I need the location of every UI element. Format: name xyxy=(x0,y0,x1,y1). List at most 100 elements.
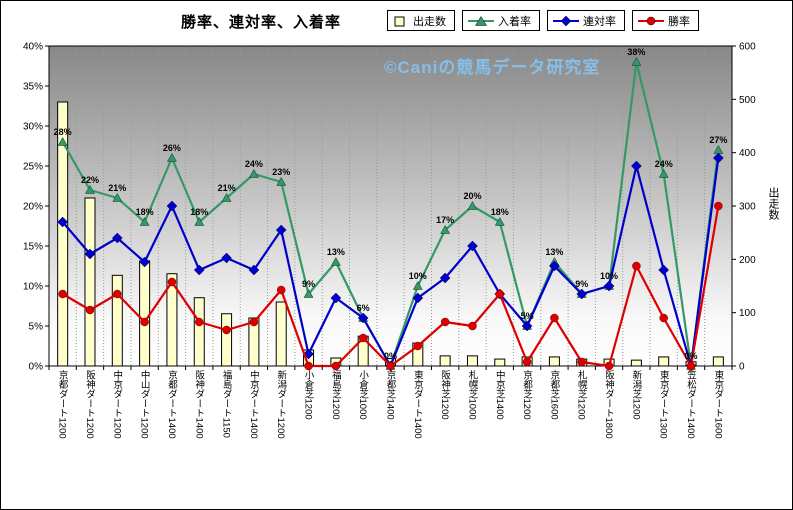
triangle-marker xyxy=(467,200,478,210)
left-tick-label: 40% xyxy=(23,42,43,53)
x-axis-label: 阪神芝1200 xyxy=(439,370,451,420)
x-axis-label: 阪神ダート1200 xyxy=(83,370,95,439)
x-axis-label: 京都芝1400 xyxy=(384,370,396,420)
triangle-marker xyxy=(194,216,205,226)
x-axis-label: 京都ダート1400 xyxy=(165,370,177,439)
circle-marker xyxy=(195,317,204,327)
circle-marker xyxy=(249,317,259,327)
legend: 出走数 入着率 連対率 勝率 xyxy=(387,10,699,31)
left-tick-label: 10% xyxy=(23,282,43,293)
triangle-marker xyxy=(330,256,341,266)
circle-marker xyxy=(632,261,641,271)
left-tick-label: 5% xyxy=(29,322,44,333)
x-axis-label: 京都ダート1200 xyxy=(56,370,68,439)
diamond-marker xyxy=(139,256,150,268)
x-axis-label: 札幌芝1000 xyxy=(466,370,478,420)
triangle-marker xyxy=(221,192,232,202)
circle-marker xyxy=(413,341,423,351)
x-axis-label: 中京ダート1200 xyxy=(111,370,123,439)
watermark: ©Caniの競馬データ研究室 xyxy=(384,58,601,77)
diamond-marker xyxy=(193,264,205,276)
diamond-legend-icon xyxy=(553,15,579,26)
point-label: 18% xyxy=(491,207,509,217)
left-tick-label: 20% xyxy=(23,202,43,213)
point-label: 23% xyxy=(272,167,290,177)
circle-marker xyxy=(646,16,656,25)
diamond-marker xyxy=(658,264,670,276)
right-tick-label: 100 xyxy=(739,308,756,319)
point-label: 13% xyxy=(327,247,345,257)
diamond-marker xyxy=(221,252,232,264)
legend-label-quinella-rate: 連対率 xyxy=(583,15,616,28)
point-label: 18% xyxy=(136,207,154,217)
diamond-marker xyxy=(330,292,342,304)
diamond-marker xyxy=(603,280,615,292)
circle-marker xyxy=(58,289,67,299)
circle-marker xyxy=(140,317,149,327)
legend-item-win-rate: 勝率 xyxy=(632,10,699,31)
circle-marker xyxy=(440,317,450,327)
triangle-marker xyxy=(494,216,505,226)
diamond-marker xyxy=(111,232,123,244)
x-axis-label: 新潟芝1200 xyxy=(630,370,642,420)
x-axis-label: 札幌芝1200 xyxy=(575,370,587,420)
x-axis-label: 福島ダート1150 xyxy=(220,370,232,438)
right-tick-label: 600 xyxy=(739,42,756,53)
point-label: 10% xyxy=(409,271,427,281)
circle-marker xyxy=(331,361,341,371)
triangle-marker xyxy=(303,288,314,298)
triangle-marker xyxy=(631,56,642,66)
left-tick-label: 0% xyxy=(29,362,44,373)
legend-item-quinella-rate: 連対率 xyxy=(547,10,625,31)
triangle-marker xyxy=(112,192,123,202)
triangle-marker xyxy=(440,224,451,234)
diamond-marker xyxy=(560,15,572,26)
point-label: 0% xyxy=(384,351,397,361)
point-label: 27% xyxy=(709,135,727,145)
circle-marker xyxy=(659,313,668,323)
x-axis-label: 阪神ダート1800 xyxy=(603,370,615,439)
circle-marker xyxy=(276,285,286,295)
diamond-marker xyxy=(467,240,478,252)
point-label: 38% xyxy=(627,47,645,57)
circle-marker xyxy=(577,357,586,367)
circle-marker xyxy=(304,361,313,371)
triangle-marker xyxy=(139,216,150,226)
right-tick-label: 300 xyxy=(739,202,756,213)
diamond-marker xyxy=(275,224,287,236)
x-axis-label: 東京ダート1400 xyxy=(411,370,423,439)
x-axis-label: 阪神ダート1400 xyxy=(193,370,205,439)
diamond-marker xyxy=(357,312,369,324)
diamond-marker xyxy=(412,292,424,304)
x-axis-label: 小倉芝1200 xyxy=(302,370,314,420)
diamond-marker xyxy=(439,272,451,284)
point-label: 6% xyxy=(357,303,370,313)
point-label: 21% xyxy=(218,183,236,193)
circle-legend-icon xyxy=(638,16,664,25)
point-label: 24% xyxy=(655,159,673,169)
x-axis-label: 中京芝1400 xyxy=(493,370,505,420)
point-label: 9% xyxy=(575,279,588,289)
chart-title: 勝率、連対率、入着率 xyxy=(180,14,341,31)
point-label: 5% xyxy=(521,311,534,321)
point-label: 21% xyxy=(108,183,126,193)
left-tick-label: 25% xyxy=(23,162,43,173)
circle-marker xyxy=(495,289,505,299)
right-tick-label: 500 xyxy=(739,95,756,106)
x-axis-label: 京都芝1200 xyxy=(521,370,533,420)
bar-legend-icon xyxy=(394,16,405,26)
legend-label-starts: 出走数 xyxy=(413,15,446,28)
legend-item-place-rate: 入着率 xyxy=(462,10,540,31)
point-label: 17% xyxy=(436,215,454,225)
x-axis-label: 東京ダート1300 xyxy=(657,370,669,439)
x-axis-label: 中京ダート1400 xyxy=(247,370,259,439)
x-axis-label: 中山ダート1200 xyxy=(138,370,150,439)
point-label: 24% xyxy=(245,159,263,169)
right-tick-label: 400 xyxy=(739,148,756,159)
legend-item-starts: 出走数 xyxy=(387,10,455,31)
point-label: 0% xyxy=(685,351,698,361)
diamond-marker xyxy=(631,160,642,172)
triangle-marker xyxy=(276,176,287,186)
